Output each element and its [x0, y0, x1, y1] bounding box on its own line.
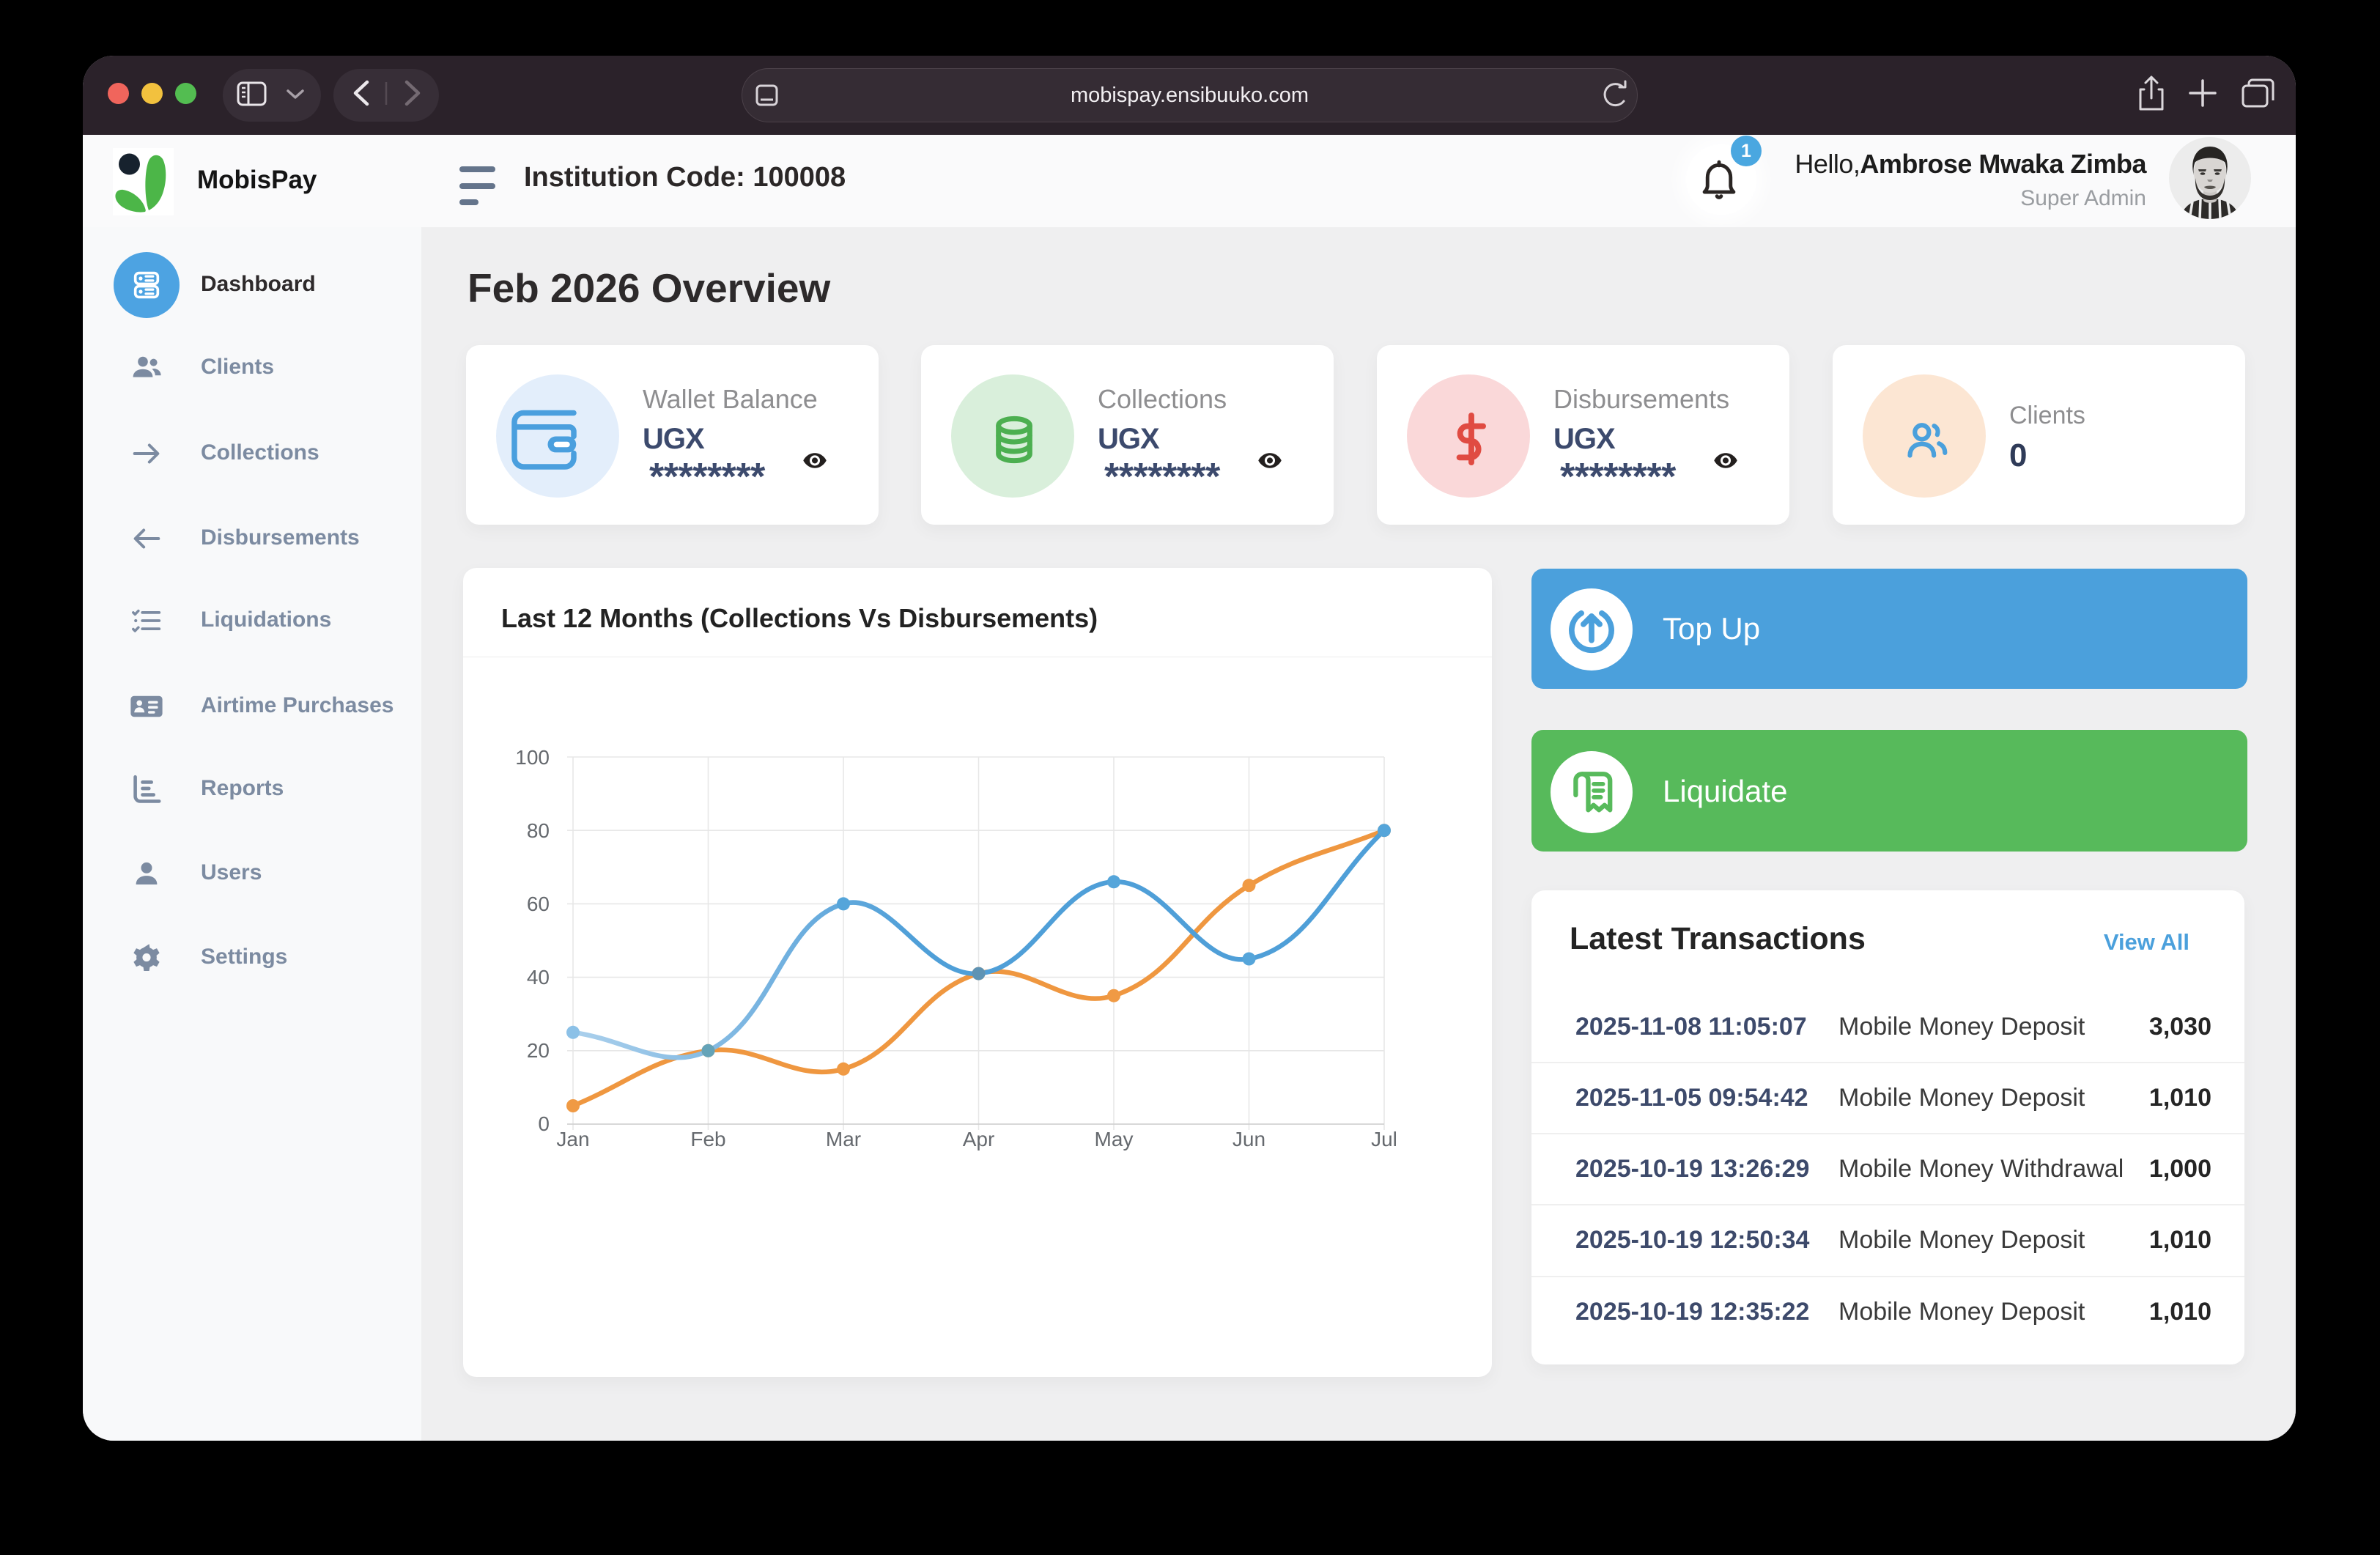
- svg-text:Jan: Jan: [556, 1128, 589, 1150]
- svg-text:20: 20: [527, 1039, 550, 1062]
- svg-text:Jul: Jul: [1371, 1128, 1397, 1150]
- svg-text:80: 80: [527, 819, 550, 842]
- svg-text:40: 40: [527, 966, 550, 989]
- svg-text:Apr: Apr: [963, 1128, 995, 1150]
- svg-text:100: 100: [515, 746, 550, 769]
- svg-text:Feb: Feb: [690, 1128, 725, 1150]
- svg-text:0: 0: [538, 1112, 550, 1135]
- svg-text:Jun: Jun: [1232, 1128, 1265, 1150]
- svg-text:May: May: [1095, 1128, 1134, 1150]
- svg-text:60: 60: [527, 893, 550, 915]
- svg-text:Mar: Mar: [826, 1128, 861, 1150]
